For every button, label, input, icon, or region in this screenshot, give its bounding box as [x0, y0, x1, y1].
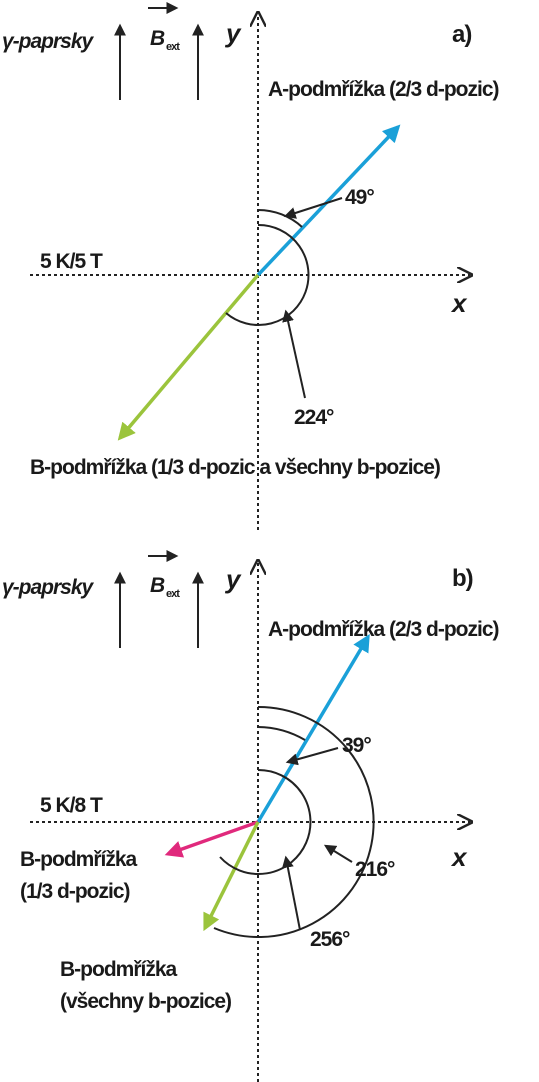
field-sub: ext: [166, 588, 180, 600]
a-sublattice: A-podmřížka (2/3 d-pozic): [268, 618, 499, 641]
condition: 5 K/8 T: [40, 794, 103, 817]
pointer: [281, 855, 301, 931]
b-sublattice: B-podmřížka (1/3 d-pozic a všechny b-poz…: [30, 456, 440, 479]
a-vector: [256, 633, 370, 823]
angle-label: 216°: [355, 858, 395, 881]
b-sublattice: (1/3 d-pozic): [20, 880, 130, 903]
angle-label: 256°: [310, 928, 350, 951]
x-label: x: [450, 842, 468, 872]
b-sublattice: B-podmřížka: [60, 958, 178, 981]
panel-b: γ-paprsky B ext y b) x 5 K/8 T A-podmříž…: [2, 550, 500, 1082]
angle-label: 39°: [342, 734, 371, 757]
b-vector: [117, 273, 260, 441]
pointer: [282, 309, 306, 399]
angle-arc: [219, 768, 312, 875]
y-label: y: [224, 18, 242, 48]
beam-label: γ-paprsky: [2, 30, 95, 53]
angle-arc: [257, 726, 306, 741]
y-label: y: [224, 564, 242, 594]
angle-label: 49°: [345, 186, 374, 209]
beam-label: γ-paprsky: [2, 576, 95, 599]
b-vector-b: [203, 821, 260, 932]
angle-arc: [225, 223, 310, 326]
b-sublattice: (všechny b-pozice): [60, 990, 231, 1013]
field-sub: ext: [166, 41, 180, 53]
b-vector-d: [164, 820, 259, 858]
a-vector: [256, 124, 401, 277]
pointer: [285, 747, 339, 766]
angle-arc: [257, 208, 303, 228]
field-label: B: [150, 574, 165, 597]
a-sublattice: A-podmřížka (2/3 d-pozic): [268, 78, 499, 101]
field-label: B: [150, 27, 165, 50]
condition: 5 K/5 T: [40, 250, 103, 273]
panel-a: γ-paprsky B ext y a) x 5 K/5 T A-podmříž…: [2, 2, 500, 530]
panel-label: b): [452, 565, 473, 592]
panel-label: a): [452, 21, 471, 48]
x-label: x: [450, 288, 468, 318]
pointer: [283, 197, 343, 219]
angle-label: 224°: [294, 406, 334, 429]
b-sublattice: B-podmřížka: [20, 848, 138, 871]
angle-arc: [213, 705, 375, 938]
pointer: [323, 844, 353, 863]
